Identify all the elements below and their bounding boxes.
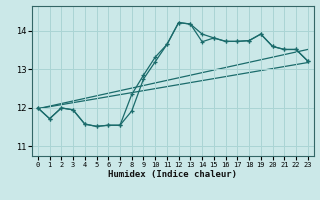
- X-axis label: Humidex (Indice chaleur): Humidex (Indice chaleur): [108, 170, 237, 179]
